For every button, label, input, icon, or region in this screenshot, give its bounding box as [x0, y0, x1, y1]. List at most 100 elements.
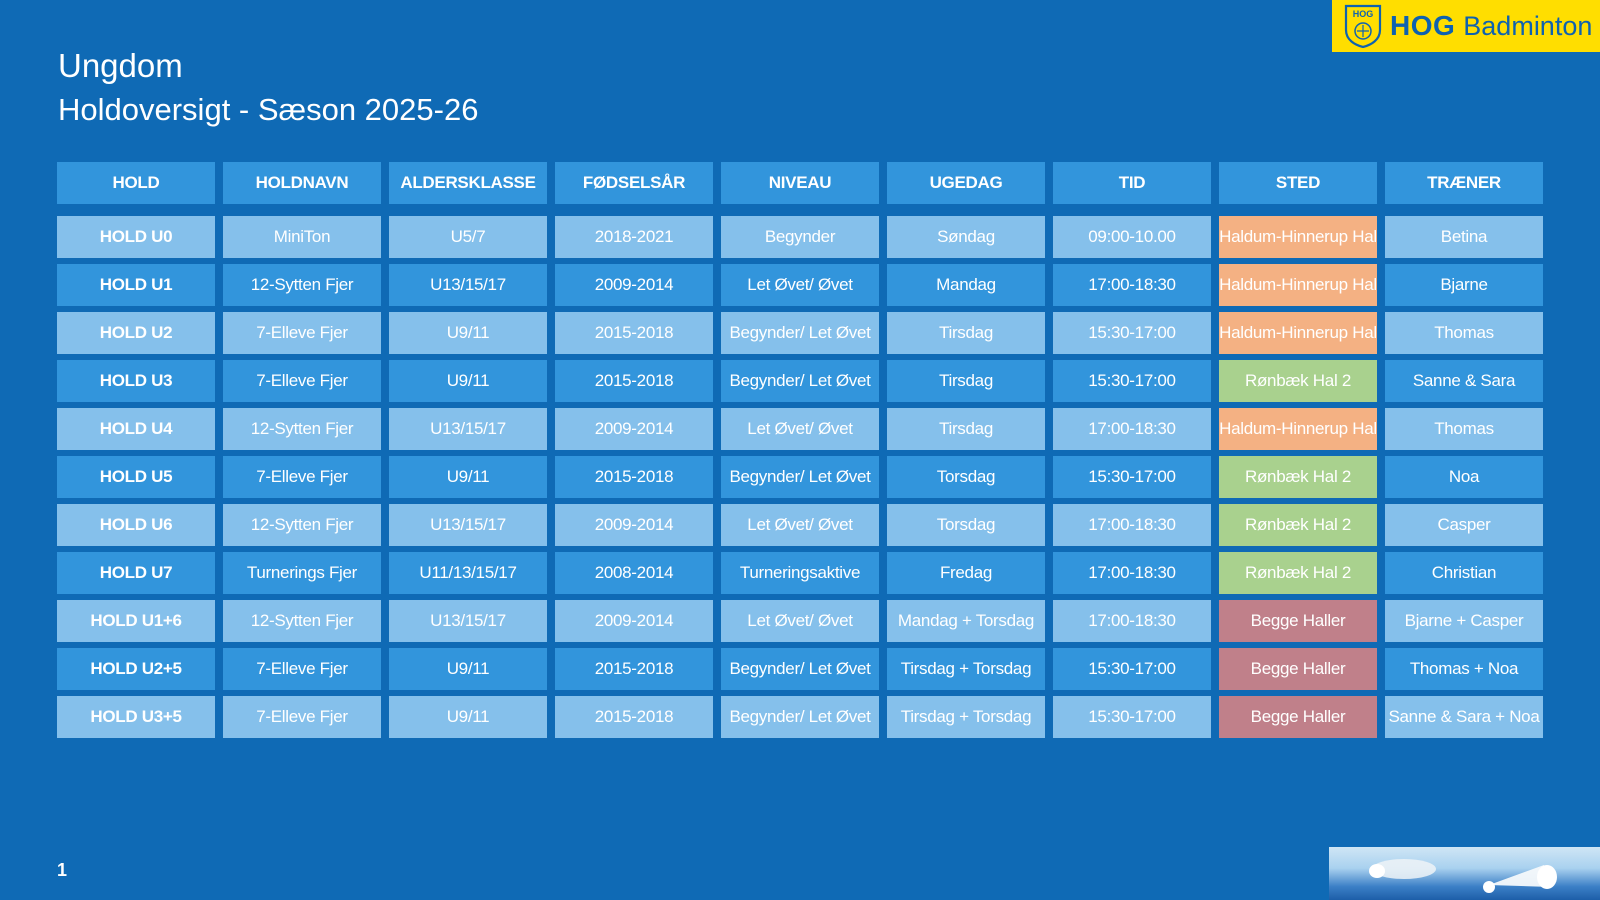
cell-ugedag: Tirsdag + Torsdag	[887, 696, 1045, 738]
cell-traener: Casper	[1385, 504, 1543, 546]
cell-aldersklasse: U11/13/15/17	[389, 552, 547, 594]
cell-aldersklasse: U13/15/17	[389, 408, 547, 450]
cell-aldersklasse: U9/11	[389, 696, 547, 738]
cell-foedselsaar: 2015-2018	[555, 456, 713, 498]
cell-foedselsaar: 2015-2018	[555, 696, 713, 738]
cell-ugedag: Mandag + Torsdag	[887, 600, 1045, 642]
cell-aldersklasse: U9/11	[389, 648, 547, 690]
header-holdnavn: HOLDNAVN	[223, 162, 381, 204]
cell-ugedag: Tirsdag + Torsdag	[887, 648, 1045, 690]
cell-tid: 17:00-18:30	[1053, 264, 1211, 306]
cell-tid: 09:00-10.00	[1053, 216, 1211, 258]
cell-sted: Haldum-Hinnerup Hal	[1219, 312, 1377, 354]
cell-niveau: Begynder/ Let Øvet	[721, 360, 879, 402]
cell-tid: 15:30-17:00	[1053, 456, 1211, 498]
cell-hold: HOLD U4	[57, 408, 215, 450]
cell-traener: Betina	[1385, 216, 1543, 258]
cell-sted: Rønbæk Hal 2	[1219, 504, 1377, 546]
cell-sted: Rønbæk Hal 2	[1219, 552, 1377, 594]
cell-sted: Begge Haller	[1219, 648, 1377, 690]
header-tid: TID	[1053, 162, 1211, 204]
team-overview-table: HOLD HOLDNAVN ALDERSKLASSE FØDSELSÅR NIVEAU U…	[57, 162, 1543, 738]
page-title: Ungdom	[58, 47, 183, 84]
cell-traener: Thomas + Noa	[1385, 648, 1543, 690]
cell-hold: HOLD U1	[57, 264, 215, 306]
cell-niveau: Begynder	[721, 216, 879, 258]
cell-tid: 15:30-17:00	[1053, 312, 1211, 354]
cell-ugedag: Tirsdag	[887, 408, 1045, 450]
cell-tid: 15:30-17:00	[1053, 696, 1211, 738]
cell-foedselsaar: 2015-2018	[555, 648, 713, 690]
cell-niveau: Begynder/ Let Øvet	[721, 648, 879, 690]
cell-foedselsaar: 2008-2014	[555, 552, 713, 594]
cell-sted: Haldum-Hinnerup Hal	[1219, 408, 1377, 450]
header-traener: TRÆNER	[1385, 162, 1543, 204]
header-aldersklasse: ALDERSKLASSE	[389, 162, 547, 204]
cell-traener: Christian	[1385, 552, 1543, 594]
brand-name-rest: Badminton	[1463, 10, 1593, 41]
cell-foedselsaar: 2009-2014	[555, 408, 713, 450]
cell-foedselsaar: 2015-2018	[555, 360, 713, 402]
cell-hold: HOLD U1+6	[57, 600, 215, 642]
cell-hold: HOLD U6	[57, 504, 215, 546]
cell-traener: Sanne & Sara + Noa	[1385, 696, 1543, 738]
cell-hold: HOLD U2	[57, 312, 215, 354]
cell-niveau: Let Øvet/ Øvet	[721, 264, 879, 306]
cell-holdnavn: 12-Sytten Fjer	[223, 264, 381, 306]
cell-foedselsaar: 2018-2021	[555, 216, 713, 258]
cell-aldersklasse: U5/7	[389, 216, 547, 258]
cell-niveau: Begynder/ Let Øvet	[721, 456, 879, 498]
cell-niveau: Let Øvet/ Øvet	[721, 504, 879, 546]
club-badge-icon: HOG	[1344, 4, 1382, 48]
cell-aldersklasse: U9/11	[389, 456, 547, 498]
cell-holdnavn: 7-Elleve Fjer	[223, 456, 381, 498]
cell-tid: 17:00-18:30	[1053, 504, 1211, 546]
cell-hold: HOLD U5	[57, 456, 215, 498]
cell-niveau: Begynder/ Let Øvet	[721, 696, 879, 738]
page-number: 1	[57, 860, 68, 880]
cell-ugedag: Torsdag	[887, 456, 1045, 498]
cell-foedselsaar: 2009-2014	[555, 600, 713, 642]
cell-traener: Noa	[1385, 456, 1543, 498]
cell-holdnavn: 7-Elleve Fjer	[223, 648, 381, 690]
cell-niveau: Begynder/ Let Øvet	[721, 312, 879, 354]
cell-tid: 17:00-18:30	[1053, 408, 1211, 450]
cell-holdnavn: Turnerings Fjer	[223, 552, 381, 594]
cell-ugedag: Tirsdag	[887, 360, 1045, 402]
cell-ugedag: Søndag	[887, 216, 1045, 258]
cell-sted: Rønbæk Hal 2	[1219, 360, 1377, 402]
badge-text: HOG	[1353, 9, 1374, 19]
cell-hold: HOLD U2+5	[57, 648, 215, 690]
cell-ugedag: Fredag	[887, 552, 1045, 594]
cell-traener: Thomas	[1385, 408, 1543, 450]
cell-ugedag: Torsdag	[887, 504, 1045, 546]
cell-aldersklasse: U9/11	[389, 312, 547, 354]
cell-traener: Bjarne	[1385, 264, 1543, 306]
cell-foedselsaar: 2009-2014	[555, 264, 713, 306]
cell-sted: Haldum-Hinnerup Hal	[1219, 264, 1377, 306]
cell-foedselsaar: 2009-2014	[555, 504, 713, 546]
cell-traener: Thomas	[1385, 312, 1543, 354]
brand-name-bold: HOG	[1390, 10, 1456, 41]
cell-sted: Rønbæk Hal 2	[1219, 456, 1377, 498]
cell-foedselsaar: 2015-2018	[555, 312, 713, 354]
cell-tid: 15:30-17:00	[1053, 648, 1211, 690]
cell-ugedag: Mandag	[887, 264, 1045, 306]
brand-logo: HOG HOG Badminton	[1332, 0, 1600, 52]
cell-holdnavn: 12-Sytten Fjer	[223, 504, 381, 546]
cell-niveau: Let Øvet/ Øvet	[721, 600, 879, 642]
cell-holdnavn: 7-Elleve Fjer	[223, 360, 381, 402]
header-hold: HOLD	[57, 162, 215, 204]
cell-holdnavn: 12-Sytten Fjer	[223, 600, 381, 642]
cell-aldersklasse: U13/15/17	[389, 504, 547, 546]
cell-holdnavn: MiniTon	[223, 216, 381, 258]
cell-sted: Begge Haller	[1219, 600, 1377, 642]
cell-hold: HOLD U3	[57, 360, 215, 402]
cell-sted: Haldum-Hinnerup Hal	[1219, 216, 1377, 258]
cell-ugedag: Tirsdag	[887, 312, 1045, 354]
shuttlecock-image	[1369, 859, 1557, 893]
cell-tid: 17:00-18:30	[1053, 552, 1211, 594]
cell-niveau: Let Øvet/ Øvet	[721, 408, 879, 450]
cell-hold: HOLD U3+5	[57, 696, 215, 738]
cell-niveau: Turneringsaktive	[721, 552, 879, 594]
